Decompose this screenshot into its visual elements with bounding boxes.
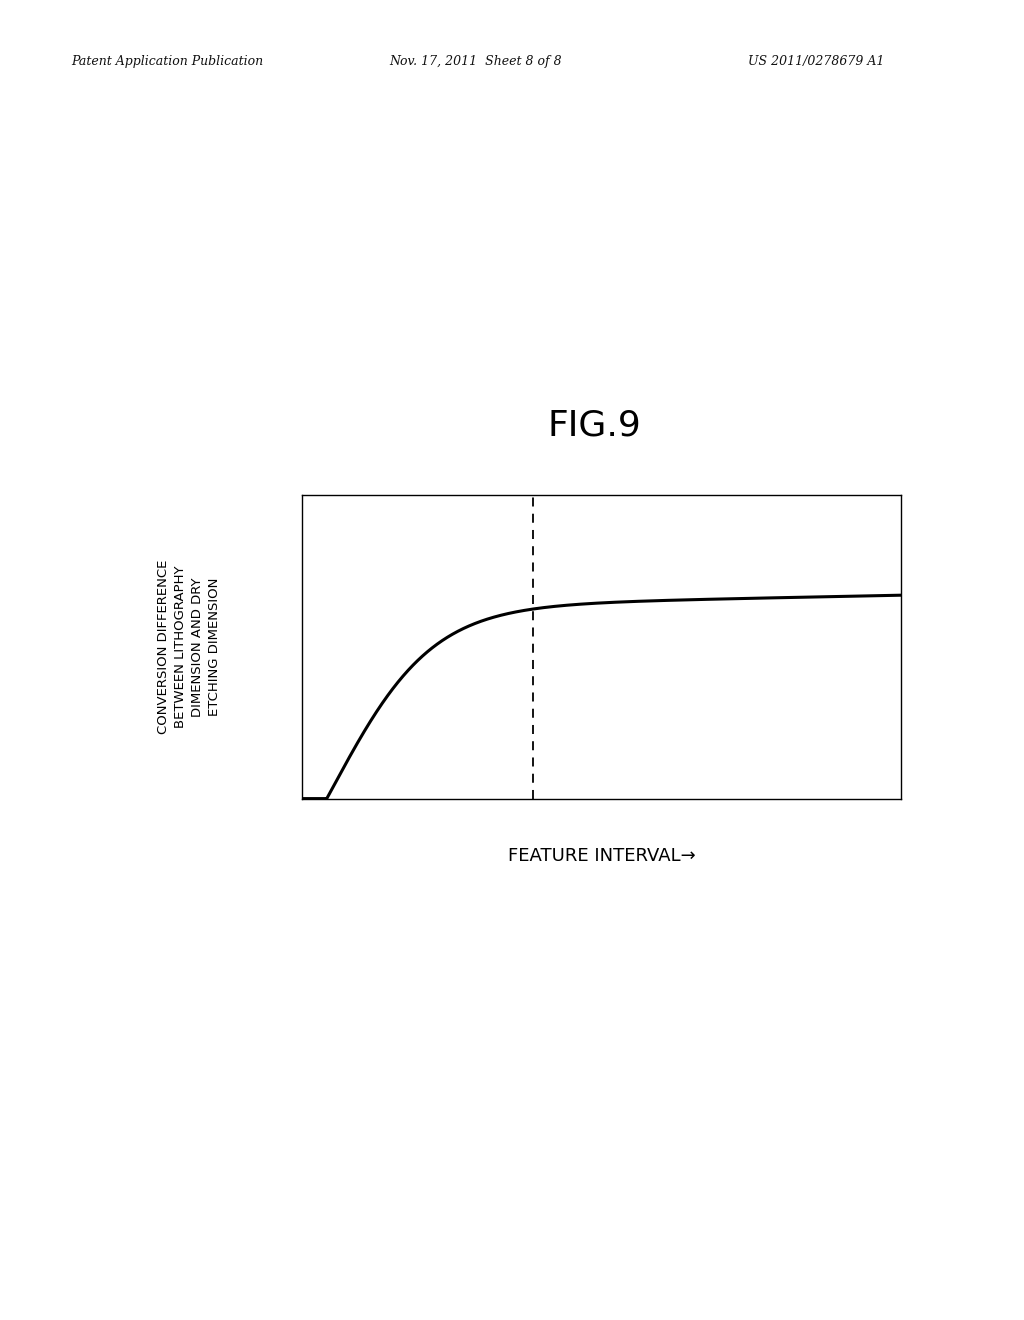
Text: CONVERSION DIFFERENCE
BETWEEN LITHOGRAPHY
DIMENSION AND DRY
ETCHING DIMENSION: CONVERSION DIFFERENCE BETWEEN LITHOGRAPH… [158,560,221,734]
Text: US 2011/0278679 A1: US 2011/0278679 A1 [748,55,884,69]
Text: FEATURE INTERVAL→: FEATURE INTERVAL→ [508,847,695,866]
Text: FIG.9: FIG.9 [547,408,641,442]
Text: Nov. 17, 2011  Sheet 8 of 8: Nov. 17, 2011 Sheet 8 of 8 [389,55,562,69]
Text: Patent Application Publication: Patent Application Publication [72,55,264,69]
